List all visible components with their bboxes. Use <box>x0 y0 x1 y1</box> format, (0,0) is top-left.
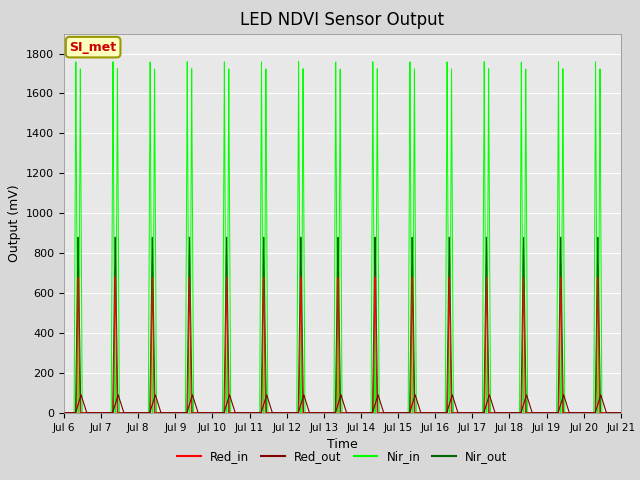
Line: Red_out: Red_out <box>64 395 621 413</box>
Red_out <box>597 392 605 398</box>
Title: LED NDVI Sensor Output: LED NDVI Sensor Output <box>241 11 444 29</box>
Nir_in <box>73 232 81 238</box>
Nir_out <box>617 410 625 416</box>
Red_in <box>111 274 119 280</box>
Red_in <box>73 371 81 376</box>
Nir_out <box>590 410 598 416</box>
Red_out <box>60 410 68 416</box>
Nir_in <box>564 410 572 416</box>
Red_out <box>73 406 81 412</box>
Red_in <box>129 410 136 416</box>
Red_in <box>617 410 625 416</box>
Red_in <box>353 410 361 416</box>
Y-axis label: Output (mV): Output (mV) <box>8 184 20 262</box>
Red_in <box>590 410 598 416</box>
Text: SI_met: SI_met <box>70 41 116 54</box>
Nir_in <box>617 410 625 416</box>
Red_out <box>129 410 136 416</box>
Red_in <box>564 410 572 416</box>
Nir_out <box>73 326 81 332</box>
Red_in <box>415 410 422 416</box>
Nir_in <box>60 410 68 416</box>
Nir_in <box>415 410 422 416</box>
Nir_in <box>109 59 117 64</box>
Line: Red_in: Red_in <box>64 277 621 413</box>
Nir_in <box>353 410 361 416</box>
Nir_out <box>353 410 361 416</box>
X-axis label: Time: Time <box>327 438 358 451</box>
Red_out <box>353 410 361 416</box>
Line: Nir_out: Nir_out <box>64 237 621 413</box>
Nir_out <box>415 410 422 416</box>
Nir_in <box>129 410 136 416</box>
Nir_out <box>564 410 572 416</box>
Nir_out <box>60 410 68 416</box>
Red_out <box>415 403 422 409</box>
Red_out <box>590 410 598 416</box>
Nir_in <box>590 408 598 413</box>
Legend: Red_in, Red_out, Nir_in, Nir_out: Red_in, Red_out, Nir_in, Nir_out <box>172 445 513 468</box>
Nir_out <box>129 410 136 416</box>
Nir_out <box>111 234 119 240</box>
Red_in <box>60 410 68 416</box>
Line: Nir_in: Nir_in <box>64 61 621 413</box>
Red_out <box>564 408 572 413</box>
Red_out <box>617 410 625 416</box>
